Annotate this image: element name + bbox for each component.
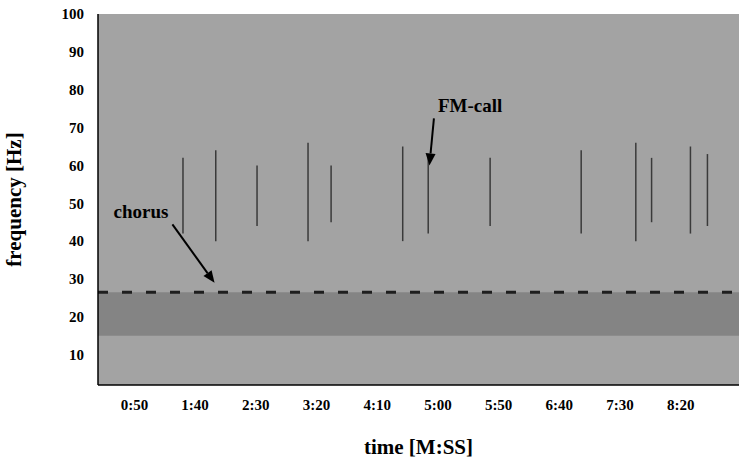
svg-text:0:50: 0:50	[121, 397, 149, 413]
svg-text:3:20: 3:20	[303, 397, 331, 413]
svg-text:frequency [Hz]: frequency [Hz]	[2, 132, 26, 266]
svg-text:8:20: 8:20	[667, 397, 695, 413]
svg-text:10: 10	[69, 347, 84, 363]
svg-text:20: 20	[69, 309, 84, 325]
svg-text:5:00: 5:00	[424, 397, 452, 413]
svg-text:90: 90	[69, 44, 84, 60]
svg-text:7:30: 7:30	[606, 397, 634, 413]
svg-text:time [M:SS]: time [M:SS]	[364, 435, 473, 459]
svg-text:80: 80	[69, 82, 84, 98]
svg-text:1:40: 1:40	[181, 397, 209, 413]
svg-text:50: 50	[69, 196, 84, 212]
svg-text:4:10: 4:10	[363, 397, 391, 413]
svg-text:2:30: 2:30	[242, 397, 270, 413]
svg-text:100: 100	[62, 6, 85, 22]
svg-text:5:50: 5:50	[485, 397, 513, 413]
svg-text:60: 60	[69, 158, 84, 174]
svg-text:6:40: 6:40	[546, 397, 574, 413]
svg-text:70: 70	[69, 120, 84, 136]
svg-text:chorus: chorus	[114, 201, 169, 222]
svg-text:30: 30	[69, 271, 84, 287]
svg-text:40: 40	[69, 233, 84, 249]
svg-text:FM-call: FM-call	[438, 95, 502, 116]
